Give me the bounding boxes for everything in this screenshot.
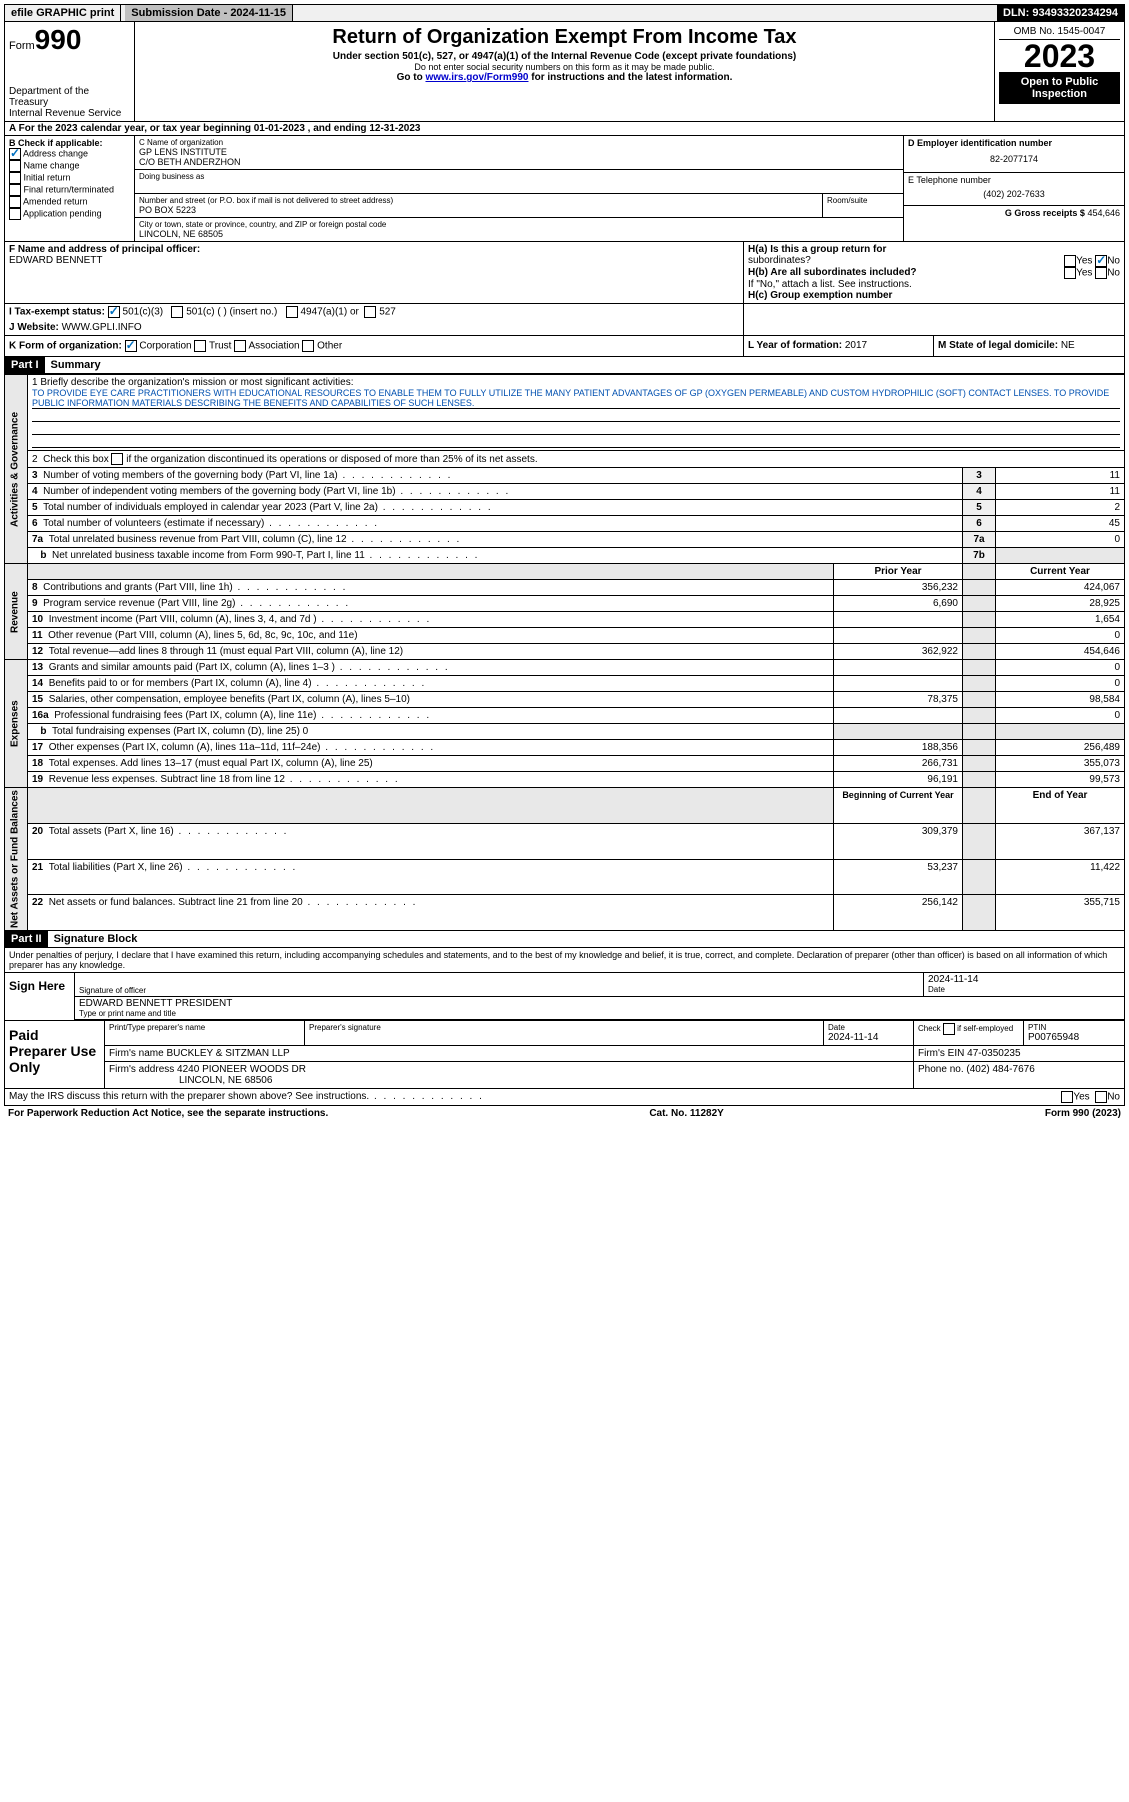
irs-label: Internal Revenue Service [9,108,130,119]
line-a-tax-year: A For the 2023 calendar year, or tax yea… [4,122,1125,136]
ha-yes[interactable] [1064,255,1076,267]
block-fh: F Name and address of principal officer:… [4,242,1125,304]
mission-text: TO PROVIDE EYE CARE PRACTITIONERS WITH E… [32,388,1120,448]
org-name-2: C/O BETH ANDERZHON [139,157,899,167]
preparer-block: Paid Preparer Use Only Print/Type prepar… [4,1021,1125,1089]
submission-date: Submission Date - 2024-11-15 [125,5,293,21]
check-initial-return[interactable] [9,172,21,184]
form-other[interactable] [302,340,314,352]
state-domicile: NE [1061,340,1075,351]
vert-expenses: Expenses [5,660,28,788]
form-assoc[interactable] [234,340,246,352]
tax-4947[interactable] [286,306,298,318]
tax-501c3[interactable] [108,306,120,318]
self-employed-check[interactable] [943,1023,955,1035]
website-value: WWW.GPLI.INFO [62,322,142,333]
phone-value: (402) 202-7633 [908,185,1120,203]
check-amended-return[interactable] [9,196,21,208]
form-header: Form990 Department of the Treasury Inter… [4,22,1125,122]
form-corp[interactable] [125,340,137,352]
firm-addr: 4240 PIONEER WOODS DR [177,1064,306,1075]
form-subtitle-3: Go to www.irs.gov/Form990 for instructio… [139,72,990,83]
vert-net-assets: Net Assets or Fund Balances [5,788,28,931]
tax-527[interactable] [364,306,376,318]
firm-ein: 47-0350235 [967,1048,1020,1059]
form-title: Return of Organization Exempt From Incom… [139,26,990,49]
tax-501c[interactable] [171,306,183,318]
part2-header: Part II Signature Block [4,931,1125,948]
form-subtitle-1: Under section 501(c), 527, or 4947(a)(1)… [139,51,990,62]
discuss-row: May the IRS discuss this return with the… [4,1089,1125,1106]
discuss-no[interactable] [1095,1091,1107,1103]
org-address: PO BOX 5223 [139,205,818,215]
check-address-change[interactable] [9,148,21,160]
ptin-value: P00765948 [1028,1032,1120,1043]
form-subtitle-2: Do not enter social security numbers on … [139,62,990,72]
block-d: D Employer identification number 82-2077… [904,136,1124,241]
tax-year: 2023 [999,40,1120,72]
footer-row: For Paperwork Reduction Act Notice, see … [4,1106,1125,1121]
line2-check[interactable] [111,453,123,465]
firm-phone: (402) 484-7676 [966,1064,1034,1075]
blocks-bcd: B Check if applicable: Address change Na… [4,136,1125,242]
top-bar: efile GRAPHIC print Submission Date - 20… [4,4,1125,22]
sign-block: Sign Here Signature of officer 2024-11-1… [4,973,1125,1021]
check-application-pending[interactable] [9,208,21,220]
check-name-change[interactable] [9,160,21,172]
principal-officer: EDWARD BENNETT [9,255,103,266]
discuss-yes[interactable] [1061,1091,1073,1103]
block-klm: K Form of organization: Corporation Trus… [4,336,1125,357]
open-public-badge: Open to Public Inspection [999,72,1120,104]
ein-value: 82-2077174 [908,148,1120,170]
block-ij: I Tax-exempt status: 501(c)(3) 501(c) ( … [4,304,1125,336]
dept-treasury: Department of the Treasury [9,86,130,108]
vert-revenue: Revenue [5,564,28,660]
declaration-text: Under penalties of perjury, I declare th… [4,948,1125,973]
firm-name: BUCKLEY & SITZMAN LLP [166,1048,289,1059]
summary-table: Activities & Governance 1 Briefly descri… [4,374,1125,931]
check-final-return[interactable] [9,184,21,196]
block-b: B Check if applicable: Address change Na… [5,136,135,241]
year-formation: 2017 [845,340,867,351]
block-c: C Name of organization GP LENS INSTITUTE… [135,136,904,241]
line2-text: 2 Check this box if the organization dis… [32,454,538,465]
officer-name: EDWARD BENNETT PRESIDENT [79,998,1120,1009]
ha-no[interactable] [1095,255,1107,267]
org-city: LINCOLN, NE 68505 [139,229,899,239]
org-name: GP LENS INSTITUTE [139,147,899,157]
hb-yes[interactable] [1064,267,1076,279]
form-trust[interactable] [194,340,206,352]
dln-label: DLN: 93493320234294 [997,5,1124,21]
irs-link[interactable]: www.irs.gov/Form990 [425,72,528,83]
hb-no[interactable] [1095,267,1107,279]
vert-governance: Activities & Governance [5,375,28,564]
part1-header: Part I Summary [4,357,1125,374]
form-number: Form990 [9,24,130,56]
gross-receipts: 454,646 [1087,208,1120,218]
efile-print-button[interactable]: efile GRAPHIC print [5,5,121,21]
